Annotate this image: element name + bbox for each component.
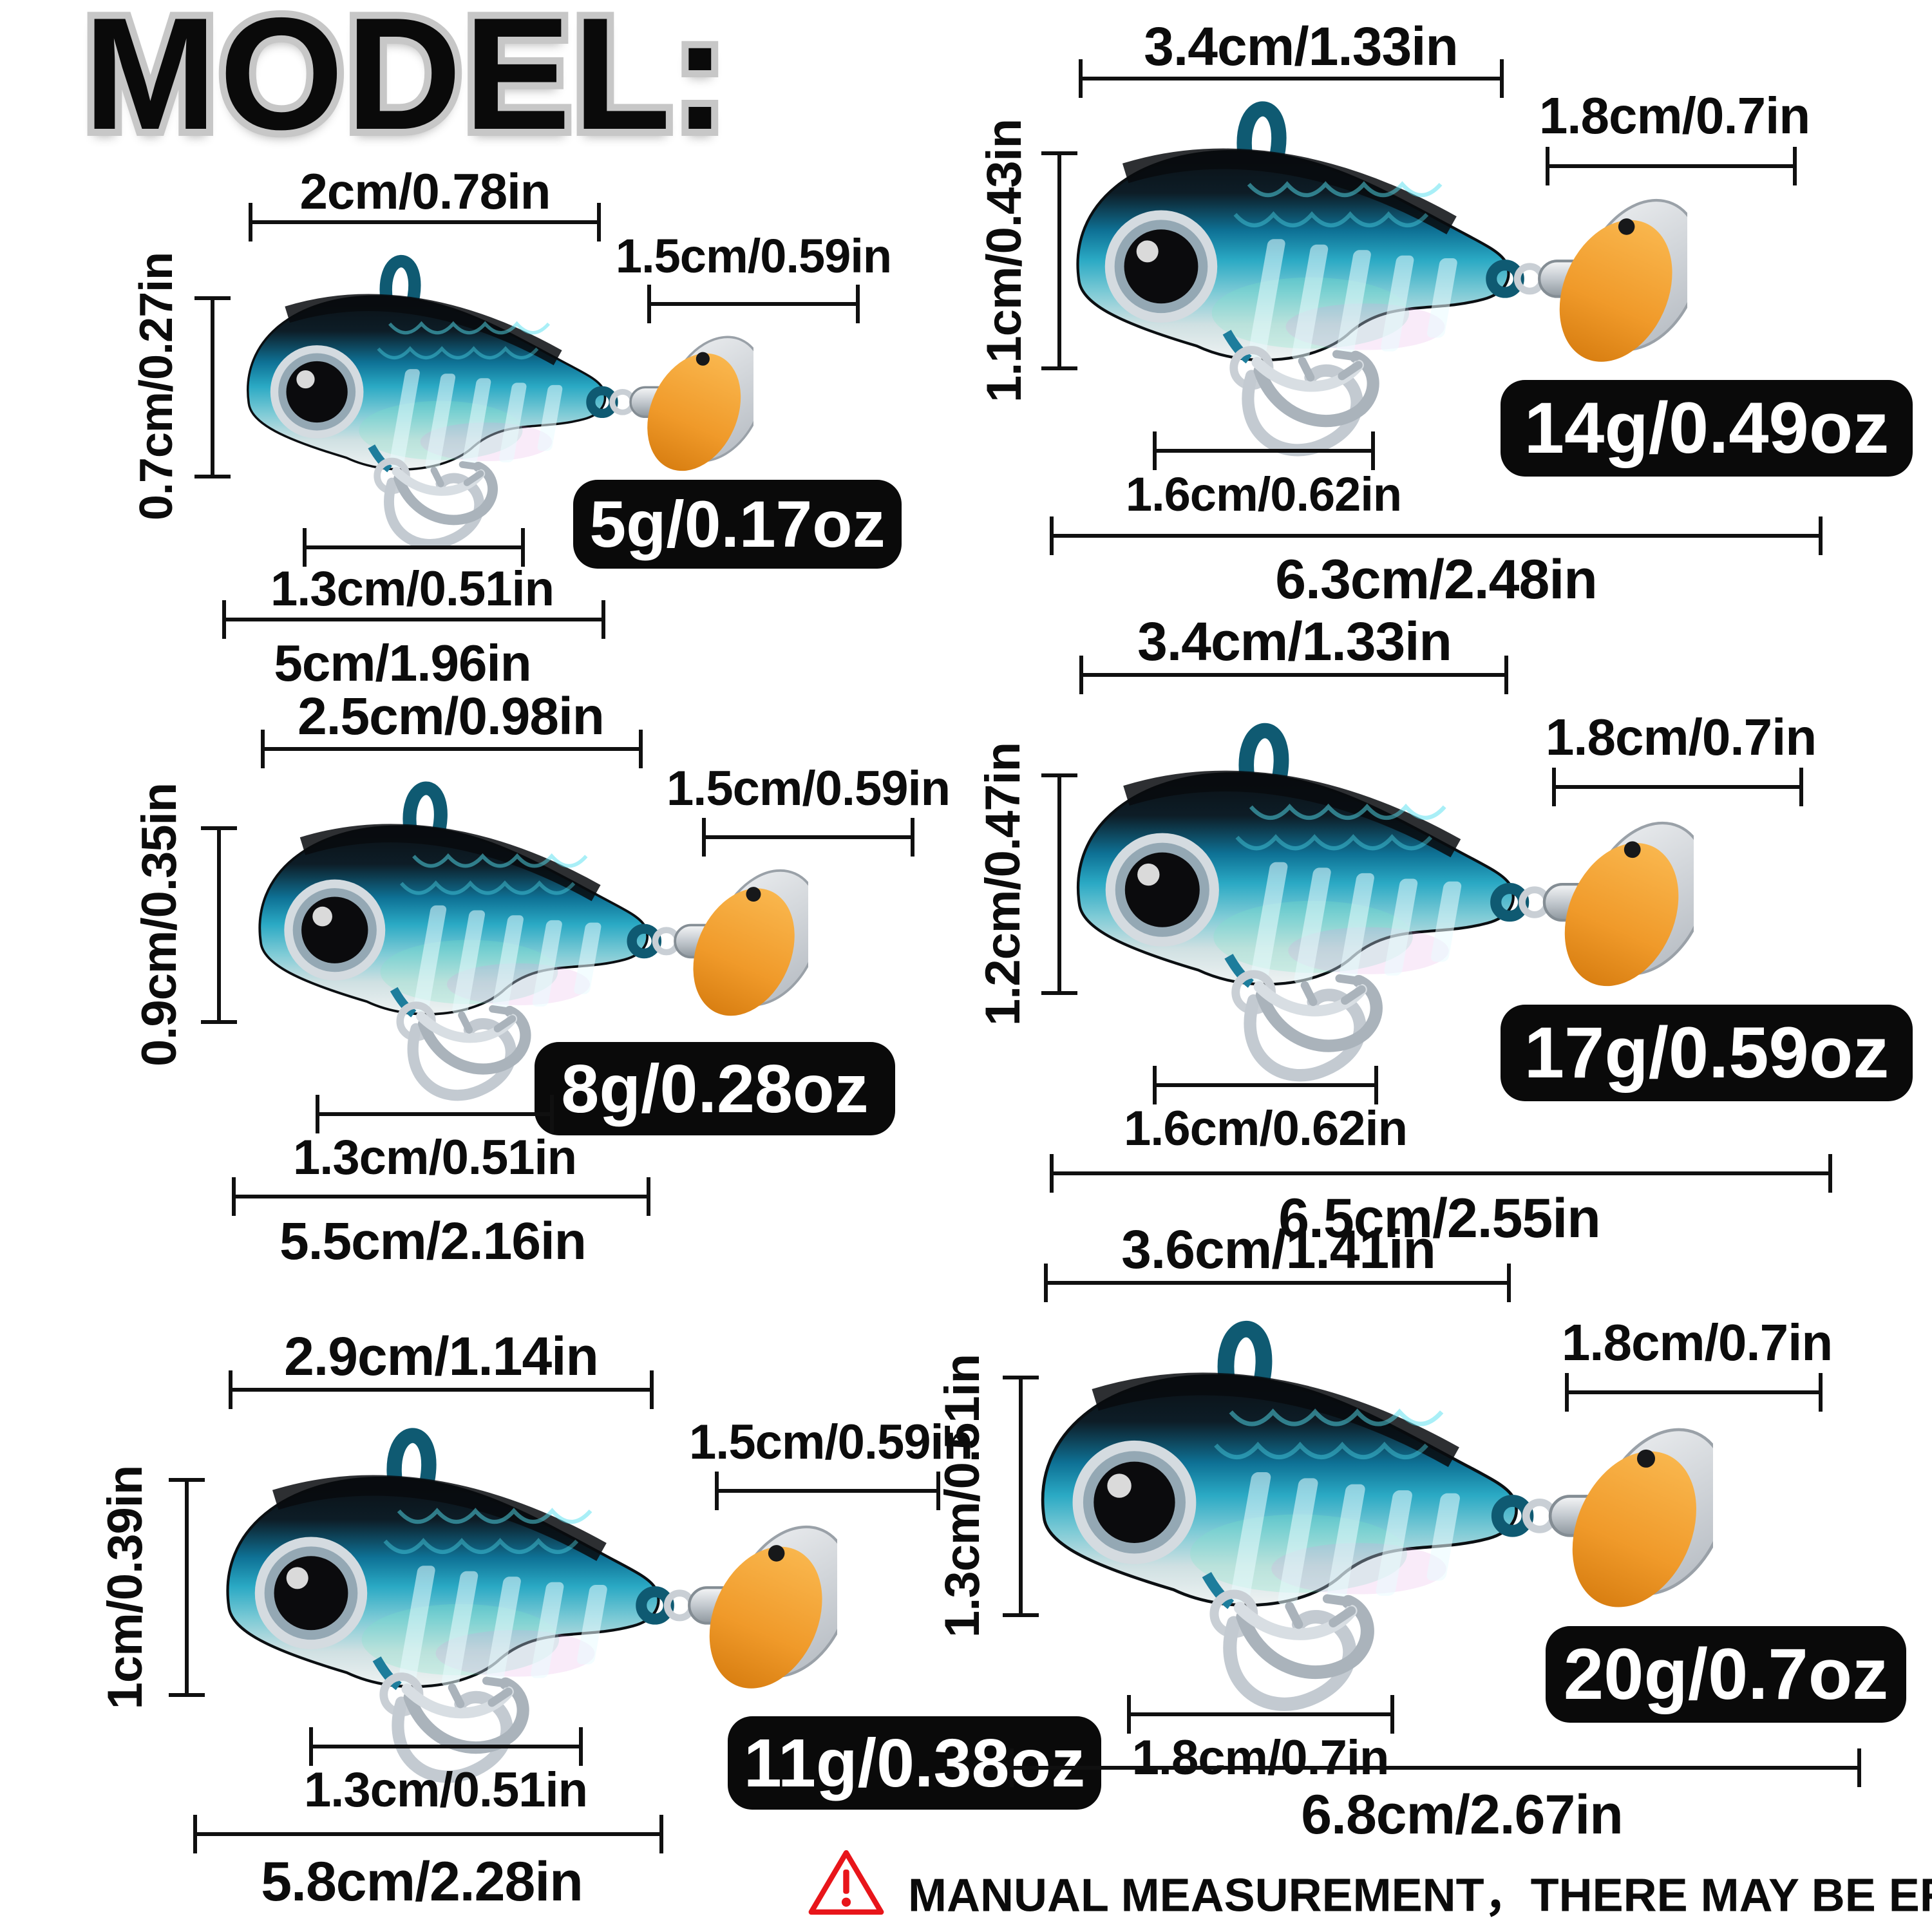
body-height-dimension-line xyxy=(201,826,237,1024)
total-length-dimension-line xyxy=(232,1177,650,1216)
hook-width-dimension-line xyxy=(316,1095,554,1133)
body-height-dimension-line xyxy=(1041,773,1077,995)
weight-badge-label: 14g/0.49oz xyxy=(1524,388,1889,468)
weight-badge-label: 20g/0.7oz xyxy=(1563,1634,1889,1714)
hook-width-dimension-line xyxy=(1127,1695,1394,1734)
body-length-label: 2.5cm/0.98in xyxy=(298,687,605,746)
body-height-label: 1.2cm/0.47in xyxy=(976,742,1030,1027)
blade-length-label: 1.8cm/0.7in xyxy=(1545,708,1817,766)
blade-length-dimension-line xyxy=(1565,1373,1823,1412)
blade-length-label: 1.8cm/0.7in xyxy=(1561,1314,1833,1371)
body-length-dimension-line xyxy=(249,203,601,242)
weight-badge: 5g/0.17oz xyxy=(573,480,902,569)
body-height-label: 1.3cm/0.51in xyxy=(935,1354,990,1638)
hook-width-dimension-line xyxy=(303,528,525,567)
weight-badge: 14g/0.49oz xyxy=(1501,380,1913,477)
total-length-dimension-line xyxy=(1050,516,1823,555)
total-length-label: 5cm/1.96in xyxy=(274,634,531,692)
warning-text: MANUAL MEASUREMENT，THERE MAY BE ERRORS xyxy=(908,1870,1932,1922)
body-length-dimension-line xyxy=(261,730,643,768)
blade-length-label: 1.5cm/0.59in xyxy=(666,761,951,816)
hook-width-label: 1.8cm/0.7in xyxy=(1132,1730,1390,1785)
body-height-label: 1.1cm/0.43in xyxy=(977,118,1032,403)
page-title-outline: MODEL: xyxy=(77,0,734,163)
body-length-label: 3.6cm/1.41in xyxy=(1121,1219,1436,1280)
hook-width-label: 1.3cm/0.51in xyxy=(303,1763,588,1817)
hook-width-label: 1.6cm/0.62in xyxy=(1125,468,1402,521)
blade-length-label: 1.5cm/0.59in xyxy=(615,229,892,283)
body-height-label: 1cm/0.39in xyxy=(98,1465,153,1710)
total-length-label: 6.3cm/2.48in xyxy=(1275,549,1598,611)
body-height-dimension-line xyxy=(1003,1376,1039,1617)
weight-badge: 17g/0.59oz xyxy=(1501,1005,1913,1101)
warning-triangle-icon xyxy=(808,1850,884,1915)
hook-width-label: 1.3cm/0.51in xyxy=(270,562,554,616)
body-height-label: 0.7cm/0.27in xyxy=(131,252,182,521)
body-length-label: 2.9cm/1.14in xyxy=(284,1326,599,1387)
body-length-label: 2cm/0.78in xyxy=(299,163,551,220)
hook-width-label: 1.3cm/0.51in xyxy=(292,1130,577,1185)
body-length-dimension-line xyxy=(229,1370,654,1409)
body-length-label: 3.4cm/1.33in xyxy=(1144,16,1459,77)
total-length-label: 5.8cm/2.28in xyxy=(261,1851,583,1913)
weight-badge-label: 8g/0.28oz xyxy=(561,1050,869,1127)
weight-badge-label: 17g/0.59oz xyxy=(1524,1012,1889,1093)
body-length-label: 3.4cm/1.33in xyxy=(1137,611,1452,672)
weight-badge: 11g/0.38oz xyxy=(728,1716,1101,1810)
weight-badge-label: 11g/0.38oz xyxy=(743,1725,1086,1801)
total-length-label: 6.5cm/2.55in xyxy=(1278,1188,1601,1249)
blade-length-dimension-line xyxy=(1552,768,1803,806)
blade-length-dimension-line xyxy=(702,818,914,857)
body-length-dimension-line xyxy=(1079,656,1508,694)
total-length-dimension-line xyxy=(222,600,605,639)
hook-width-label: 1.6cm/0.62in xyxy=(1123,1101,1408,1156)
total-length-label: 5.5cm/2.16in xyxy=(279,1212,587,1271)
blade-length-label: 1.8cm/0.7in xyxy=(1539,87,1810,144)
blade-length-dimension-line xyxy=(715,1472,940,1510)
body-height-dimension-line xyxy=(1041,151,1077,370)
total-length-dimension-line xyxy=(193,1815,663,1853)
total-length-dimension-line xyxy=(1010,1748,1861,1787)
page-title-text: MODEL: xyxy=(84,0,730,163)
total-length-label: 6.8cm/2.67in xyxy=(1301,1784,1624,1846)
body-height-dimension-line xyxy=(169,1478,205,1697)
weight-badge: 8g/0.28oz xyxy=(535,1042,895,1135)
body-length-dimension-line xyxy=(1079,59,1504,98)
weight-badge: 20g/0.7oz xyxy=(1546,1626,1906,1723)
total-length-dimension-line xyxy=(1050,1154,1832,1193)
body-height-dimension-line xyxy=(194,296,231,478)
body-height-label: 0.9cm/0.35in xyxy=(132,782,187,1067)
blade-length-label: 1.5cm/0.59in xyxy=(688,1415,973,1470)
blade-length-dimension-line xyxy=(647,285,860,323)
hook-width-dimension-line xyxy=(1153,1066,1378,1104)
blade-length-dimension-line xyxy=(1546,147,1797,185)
hook-width-dimension-line xyxy=(1153,431,1375,470)
hook-width-dimension-line xyxy=(309,1727,583,1766)
weight-badge-label: 5g/0.17oz xyxy=(589,488,886,561)
body-length-dimension-line xyxy=(1044,1264,1511,1302)
